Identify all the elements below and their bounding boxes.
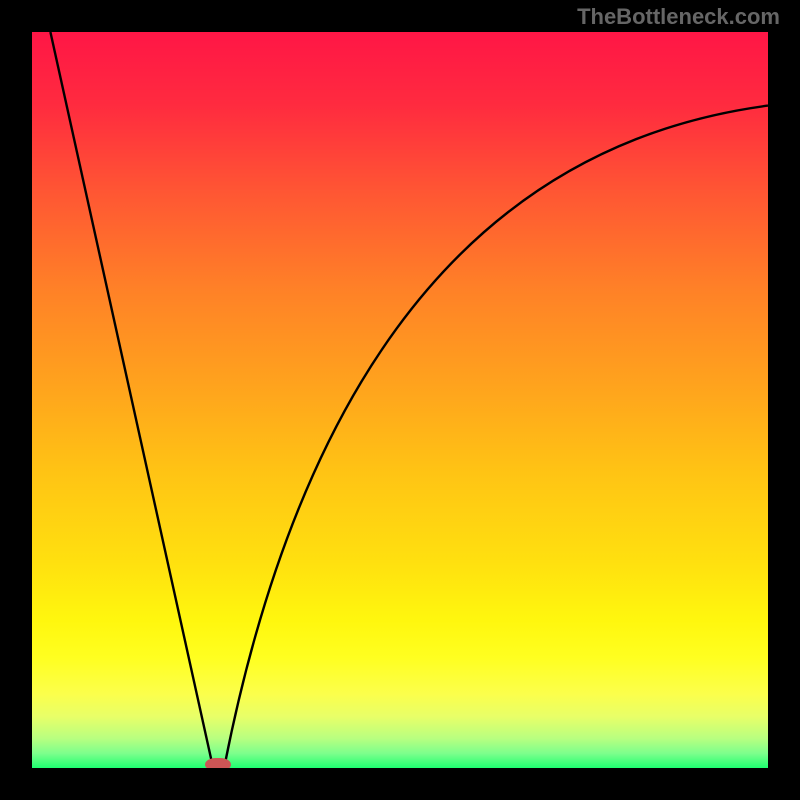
attribution-text: TheBottleneck.com — [577, 4, 780, 30]
frame-right — [768, 0, 800, 800]
curve-right-branch — [225, 106, 768, 765]
plot-area — [32, 32, 768, 768]
frame-bottom — [0, 768, 800, 800]
chart-container: TheBottleneck.com — [0, 0, 800, 800]
curve-left-branch — [50, 32, 212, 764]
bottleneck-curve — [32, 32, 768, 768]
frame-left — [0, 0, 32, 800]
